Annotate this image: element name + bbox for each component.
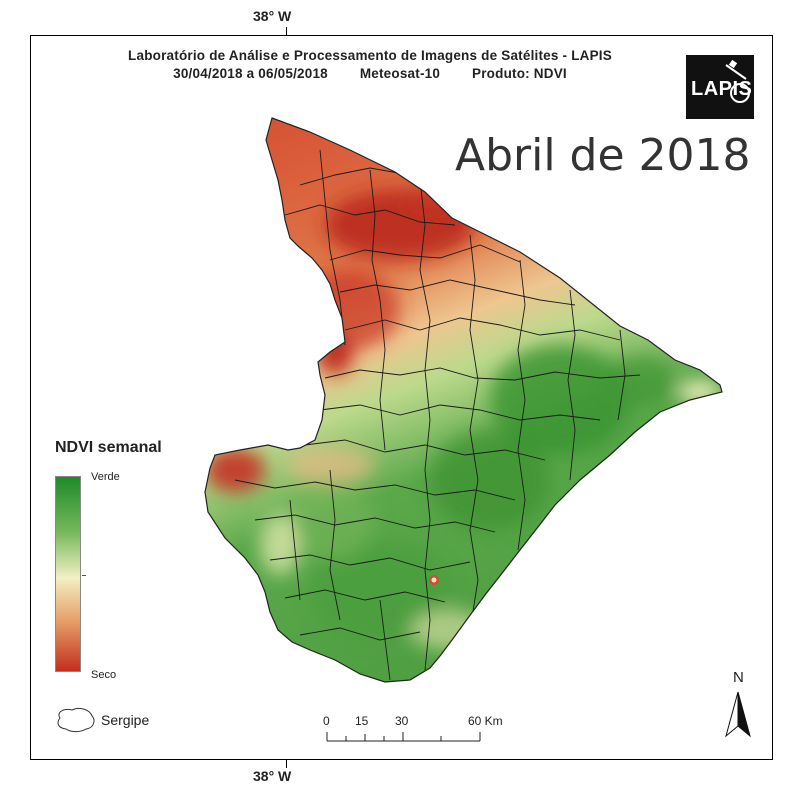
legend-label-verde: Verde [91, 471, 120, 483]
scale-label-60: 60 Km [468, 714, 503, 728]
north-arrow-icon [725, 691, 751, 738]
ndvi-raster [205, 118, 722, 682]
longitude-label-bottom: 38° W [253, 768, 292, 784]
scale-label-15: 15 [355, 714, 369, 728]
legend-label-seco: Seco [91, 669, 117, 681]
sergipe-legend-label: Sergipe [101, 712, 150, 728]
ndvi-color-ramp [55, 476, 81, 672]
longitude-label-top: 38° W [253, 8, 292, 24]
header-lab-name: Laboratório de Análise e Processamento d… [128, 48, 612, 63]
lapis-logo: LAPIS [686, 55, 754, 119]
scale-label-0: 0 [323, 714, 330, 728]
header-info: 30/04/2018 a 06/05/2018 Meteosat-10 Prod… [70, 66, 670, 81]
header-date-range: 30/04/2018 a 06/05/2018 [173, 66, 328, 81]
legend-title: NDVI semanal [55, 439, 162, 456]
scale-label-30: 30 [395, 714, 409, 728]
map-frame [30, 35, 773, 760]
month-label: Abril de 2018 [455, 130, 751, 181]
scale-bar [326, 732, 481, 742]
longitude-tick-top [286, 27, 287, 35]
header-product: Produto: NDVI [472, 66, 567, 81]
north-label: N [733, 669, 744, 686]
sergipe-legend-icon [57, 707, 95, 733]
longitude-tick-bottom [286, 760, 287, 768]
municipal-boundaries [234, 149, 641, 681]
sergipe-outline [204, 117, 723, 683]
header-satellite: Meteosat-10 [359, 66, 441, 81]
satellite-icon [725, 59, 750, 103]
legend-mid-tick [82, 575, 86, 576]
lapis-logo-text: LAPIS [691, 78, 753, 100]
